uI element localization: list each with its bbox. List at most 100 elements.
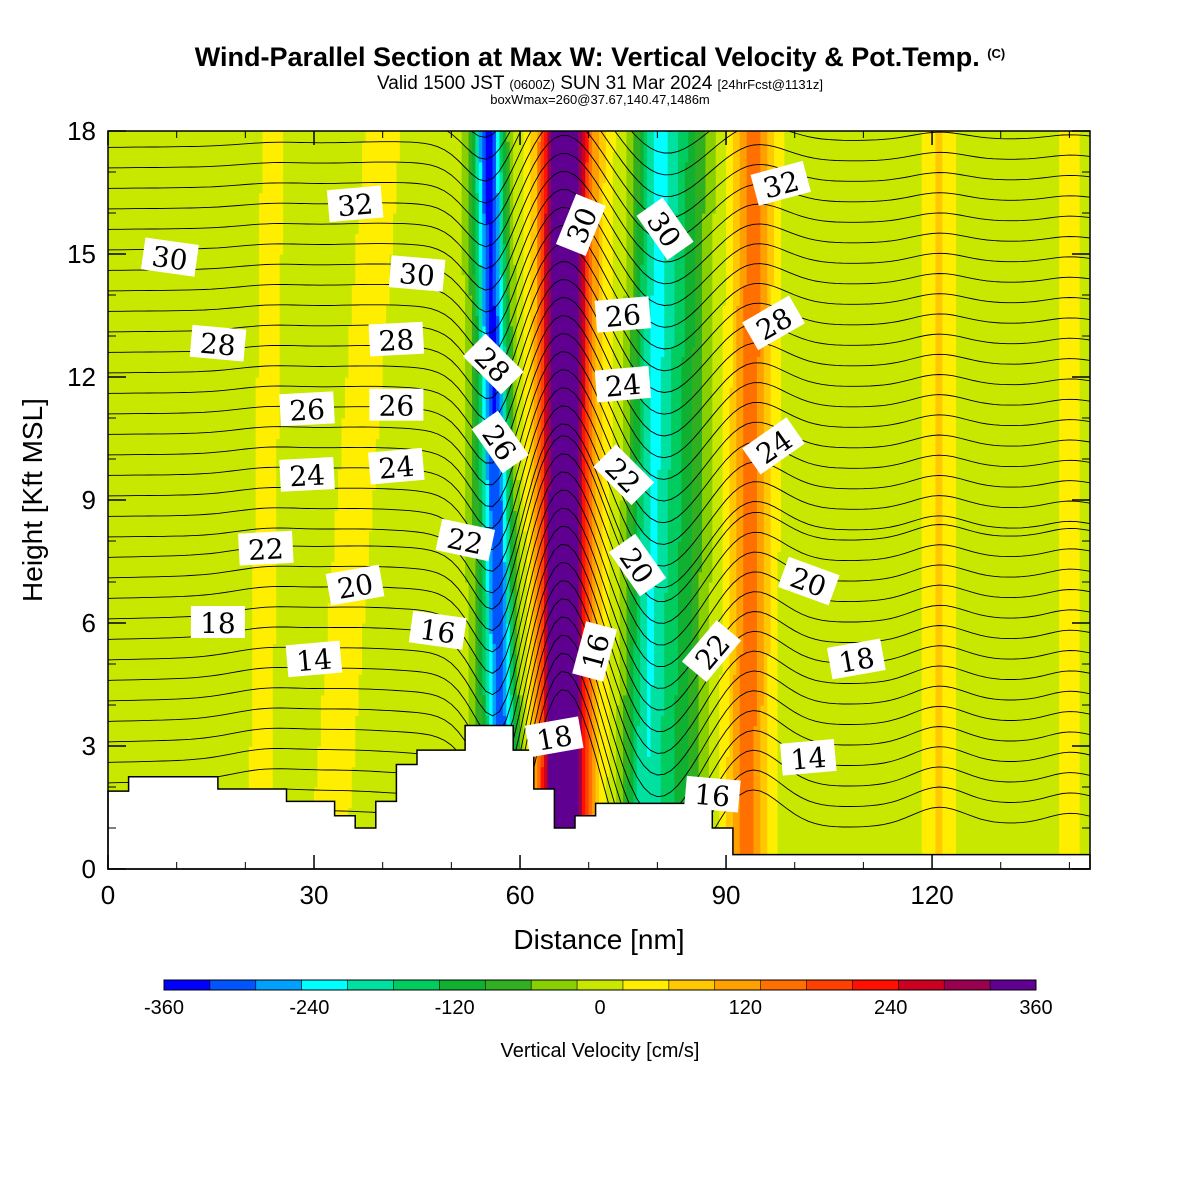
velocity-cell <box>482 561 487 573</box>
x-tick-label: 120 <box>910 880 953 910</box>
velocity-cell <box>698 705 710 716</box>
contour-label: 22 <box>435 518 496 561</box>
velocity-cell <box>592 377 597 388</box>
velocity-cell <box>475 233 480 245</box>
velocity-cell <box>626 582 634 593</box>
velocity-cell <box>722 407 731 419</box>
velocity-cell <box>956 746 1060 757</box>
velocity-cell <box>664 325 676 337</box>
velocity-cell <box>671 397 683 409</box>
velocity-cell <box>595 551 604 563</box>
velocity-cell <box>516 602 521 614</box>
velocity-cell <box>633 202 638 214</box>
velocity-cell <box>702 223 713 235</box>
velocity-cell <box>743 582 758 593</box>
velocity-cell <box>358 694 470 706</box>
velocity-cell <box>732 223 741 235</box>
velocity-cell <box>726 192 734 204</box>
velocity-cell <box>921 582 937 593</box>
velocity-cell <box>609 766 617 778</box>
velocity-cell <box>760 284 768 296</box>
velocity-cell <box>547 305 552 317</box>
velocity-cell <box>942 756 957 768</box>
velocity-cell <box>616 131 628 142</box>
velocity-cell <box>585 520 590 532</box>
velocity-cell <box>756 520 765 532</box>
velocity-cell <box>739 202 748 214</box>
velocity-cell <box>956 397 1060 409</box>
velocity-cell <box>530 684 535 696</box>
velocity-cell <box>108 295 260 306</box>
velocity-cell <box>780 264 923 276</box>
velocity-cell <box>547 756 579 768</box>
velocity-cell <box>650 551 658 563</box>
velocity-cell <box>695 336 703 347</box>
velocity-cell <box>732 325 737 337</box>
velocity-cell <box>478 315 483 327</box>
velocity-cell <box>276 633 329 645</box>
velocity-cell <box>921 479 937 491</box>
velocity-cell <box>647 172 655 183</box>
velocity-cell <box>276 489 339 501</box>
velocity-cell <box>633 428 641 440</box>
velocity-cell <box>956 356 1060 368</box>
velocity-cell <box>770 582 779 593</box>
velocity-cell <box>767 202 775 214</box>
velocity-cell <box>712 418 724 429</box>
velocity-cell <box>612 243 628 255</box>
velocity-cell <box>248 766 274 778</box>
velocity-cell <box>396 161 463 173</box>
velocity-cell <box>492 233 497 245</box>
velocity-cell <box>523 325 531 337</box>
velocity-cell <box>506 489 511 501</box>
velocity-cell <box>626 243 634 255</box>
velocity-cell <box>547 264 552 276</box>
velocity-cell <box>513 243 525 255</box>
velocity-cell <box>259 336 281 347</box>
velocity-cell <box>499 243 504 255</box>
velocity-cell <box>935 776 943 788</box>
velocity-cell <box>677 592 693 604</box>
velocity-cell <box>681 489 693 501</box>
velocity-cell <box>732 828 741 839</box>
velocity-cell <box>653 643 665 655</box>
velocity-cell <box>523 274 531 286</box>
velocity-cell <box>921 264 937 276</box>
velocity-cell <box>935 602 943 614</box>
velocity-cell <box>599 182 604 194</box>
velocity-cell <box>595 489 604 501</box>
velocity-cell <box>478 623 483 634</box>
velocity-cell <box>259 243 284 255</box>
velocity-cell <box>509 541 514 552</box>
velocity-cell <box>626 776 634 788</box>
velocity-cell <box>1059 448 1081 460</box>
velocity-cell <box>1059 459 1081 470</box>
velocity-cell <box>780 315 923 327</box>
velocity-cell <box>667 479 683 491</box>
velocity-cell <box>956 305 1060 317</box>
velocity-cell <box>468 161 473 173</box>
velocity-cell <box>629 684 634 696</box>
velocity-cell <box>585 500 590 511</box>
velocity-cell <box>643 151 648 163</box>
velocity-cell <box>643 428 652 440</box>
velocity-cell <box>921 223 937 235</box>
velocity-cell <box>547 172 552 183</box>
velocity-cell <box>763 664 768 675</box>
velocity-cell <box>108 151 264 163</box>
velocity-cell <box>492 705 497 716</box>
velocity-cell <box>537 407 542 419</box>
velocity-cell <box>108 233 260 245</box>
velocity-cell <box>942 807 957 819</box>
velocity-cell <box>502 284 507 296</box>
velocity-cell <box>537 479 542 491</box>
velocity-cell <box>506 182 511 194</box>
velocity-cell <box>334 520 373 532</box>
velocity-cell <box>671 418 683 429</box>
velocity-cell <box>523 305 531 317</box>
velocity-cell <box>705 172 717 183</box>
velocity-cell <box>465 315 473 327</box>
velocity-cell <box>595 582 604 593</box>
velocity-cell <box>489 674 494 686</box>
velocity-cell <box>368 561 466 573</box>
